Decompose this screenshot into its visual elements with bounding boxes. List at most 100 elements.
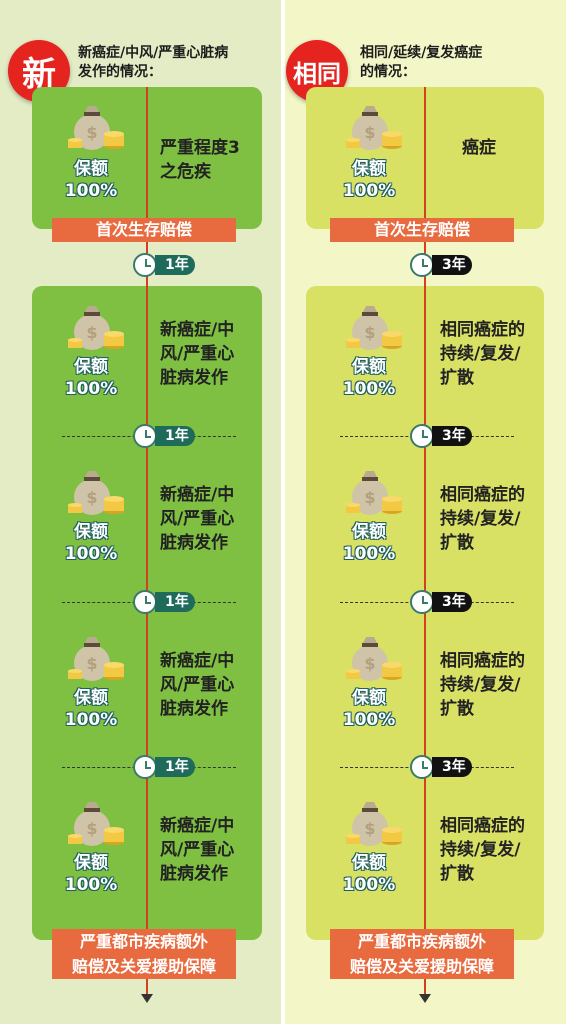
clock-icon xyxy=(133,253,157,277)
left-first-amount: 保额 100% xyxy=(56,158,126,202)
left-intro-line1: 新癌症/中风/严重心脏病 xyxy=(78,45,229,61)
right-interval-badge: 3年 xyxy=(432,757,472,777)
desc-line: 持续/复发/ xyxy=(440,509,521,529)
amount-value: 100% xyxy=(342,181,396,201)
amount-label: 保额 xyxy=(74,522,108,542)
right-interval-badge: 3年 xyxy=(432,592,472,612)
right-interval-badge: 3年 xyxy=(432,426,472,446)
svg-text:$: $ xyxy=(364,123,375,142)
amount-value: 100% xyxy=(64,181,118,201)
clock-icon xyxy=(133,590,157,614)
desc-line: 相同癌症的 xyxy=(440,816,525,836)
money-bag-icon: $ xyxy=(346,802,402,846)
desc-line: 新癌症/中 xyxy=(160,485,235,505)
left-intro: 新癌症/中风/严重心脏病 发作的情况： xyxy=(78,44,228,82)
left-repeat-desc: 新癌症/中 风/严重心 脏病发作 xyxy=(160,814,234,886)
amount-label: 保额 xyxy=(352,159,386,179)
amount-value: 100% xyxy=(342,875,396,895)
left-repeat-amount: 保额 100% xyxy=(56,852,126,896)
desc-line: 风/严重心 xyxy=(160,509,235,529)
desc-line: 脏病发作 xyxy=(160,368,228,388)
clock-icon xyxy=(410,755,434,779)
svg-text:$: $ xyxy=(364,323,375,342)
amount-value: 100% xyxy=(64,710,118,730)
right-repeat-desc: 相同癌症的 持续/复发/扩散 xyxy=(440,318,525,390)
right-repeat-desc: 相同癌症的持续/复发/扩散 xyxy=(440,814,525,886)
desc-line: 相同癌症的 xyxy=(440,485,525,505)
desc-line: 持续/复发/ xyxy=(440,675,521,695)
amount-value: 100% xyxy=(64,875,118,895)
banner-line: 严重都市疾病额外 xyxy=(357,932,486,951)
desc-line: 癌症 xyxy=(462,138,496,158)
money-bag-icon: $ xyxy=(346,306,402,350)
clock-icon xyxy=(410,253,434,277)
left-intro-line2: 发作的情况： xyxy=(78,64,162,80)
column-divider xyxy=(281,0,285,1024)
right-repeat-desc: 相同癌症的持续/复发/扩散 xyxy=(440,483,525,555)
desc-line: 扩散 xyxy=(440,864,474,884)
money-bag-icon: $ xyxy=(346,106,402,150)
right-repeat-desc: 相同癌症的持续/复发/扩散 xyxy=(440,649,525,721)
right-repeat-amount: 保额 100% xyxy=(334,521,404,565)
svg-text:$: $ xyxy=(86,323,97,342)
right-final-banner: 严重都市疾病额外 赔偿及关爱援助保障 xyxy=(330,929,514,979)
money-bag-icon: $ xyxy=(68,637,124,681)
left-repeat-amount: 保额 100% xyxy=(56,687,126,731)
svg-text:$: $ xyxy=(364,488,375,507)
svg-text:$: $ xyxy=(364,819,375,838)
left-interval-badge: 1年 xyxy=(155,757,195,777)
amount-value: 100% xyxy=(342,379,396,399)
svg-text:$: $ xyxy=(86,123,97,142)
right-first-amount: 保额 100% xyxy=(334,158,404,202)
amount-label: 保额 xyxy=(352,688,386,708)
desc-line: 风/严重心 xyxy=(160,344,235,364)
money-bag-icon: $ xyxy=(68,306,124,350)
desc-line: 脏病发作 xyxy=(160,699,228,719)
desc-line: 新癌症/中 xyxy=(160,320,235,340)
left-first-desc: 严重程度3 之危疾 xyxy=(160,136,240,184)
desc-line: 扩散 xyxy=(440,533,474,553)
right-repeat-amount: 保额 100% xyxy=(334,852,404,896)
left-repeat-amount: 保额 100% xyxy=(56,521,126,565)
desc-line: 新癌症/中 xyxy=(160,816,235,836)
left-first-banner: 首次生存赔偿 xyxy=(52,218,236,242)
svg-text:$: $ xyxy=(364,654,375,673)
desc-line: 持续/复发/ xyxy=(440,344,521,364)
desc-line: 相同癌症的 xyxy=(440,651,525,671)
desc-line: 脏病发作 xyxy=(160,864,228,884)
amount-label: 保额 xyxy=(352,853,386,873)
banner-line: 赔偿及关爱援助保障 xyxy=(71,957,216,976)
right-intro-line2: 的情况： xyxy=(360,64,416,80)
right-timeline xyxy=(424,87,426,997)
svg-text:$: $ xyxy=(86,654,97,673)
right-timeline-arrow-icon xyxy=(419,994,431,1003)
svg-text:$: $ xyxy=(86,488,97,507)
amount-label: 保额 xyxy=(74,853,108,873)
right-first-desc: 癌症 xyxy=(462,136,496,160)
left-timeline xyxy=(146,87,148,997)
desc-line: 扩散 xyxy=(440,699,474,719)
desc-line: 新癌症/中 xyxy=(160,651,235,671)
desc-line: 相同癌症的 xyxy=(440,320,525,340)
right-repeat-amount: 保额 100% xyxy=(334,687,404,731)
amount-label: 保额 xyxy=(352,357,386,377)
right-repeat-amount: 保额 100% xyxy=(334,356,404,400)
money-bag-icon: $ xyxy=(68,471,124,515)
money-bag-icon: $ xyxy=(68,802,124,846)
left-timeline-arrow-icon xyxy=(141,994,153,1003)
money-bag-icon: $ xyxy=(346,471,402,515)
desc-line: 持续/复发/ xyxy=(440,840,521,860)
amount-value: 100% xyxy=(342,544,396,564)
clock-icon xyxy=(410,424,434,448)
left-interval-badge: 1年 xyxy=(155,426,195,446)
left-repeat-desc: 新癌症/中 风/严重心 脏病发作 xyxy=(160,649,234,721)
left-repeat-desc: 新癌症/中风/严重心脏病发作 xyxy=(160,318,234,390)
desc-line: 脏病发作 xyxy=(160,533,228,553)
left-repeat-amount: 保额 100% xyxy=(56,356,126,400)
banner-line: 赔偿及关爱援助保障 xyxy=(349,957,494,976)
left-interval-badge: 1年 xyxy=(155,592,195,612)
money-bag-icon: $ xyxy=(346,637,402,681)
clock-icon xyxy=(133,755,157,779)
right-first-banner: 首次生存赔偿 xyxy=(330,218,514,242)
right-intro: 相同/延续/复发癌症 的情况： xyxy=(360,44,482,82)
